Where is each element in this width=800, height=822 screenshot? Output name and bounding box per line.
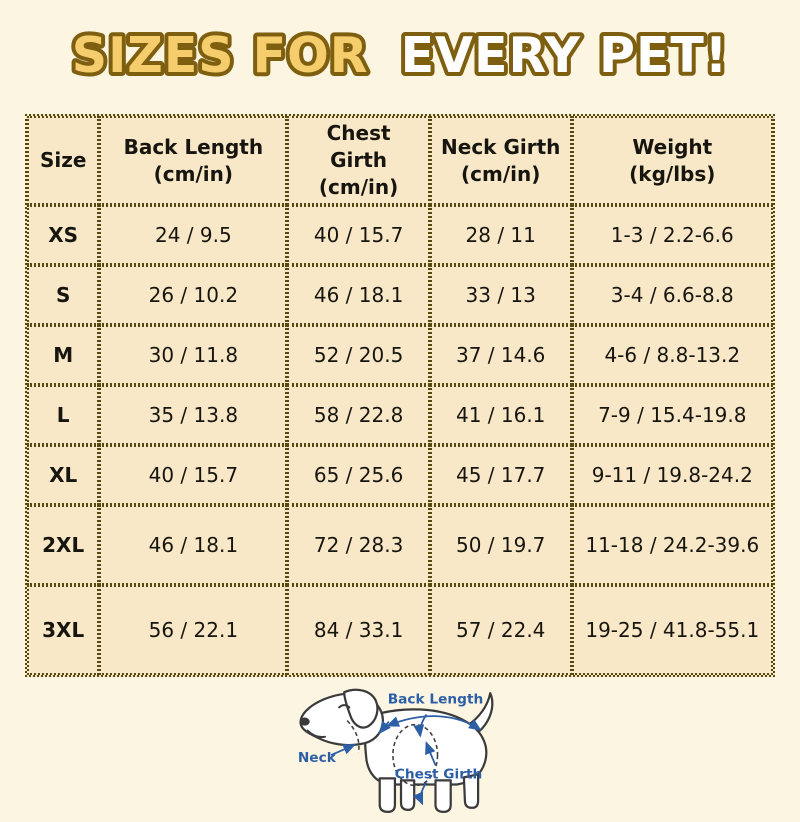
col-header-label: Back Length (123, 134, 264, 159)
chest-top-arrow (413, 714, 428, 738)
cell-size: M (27, 325, 100, 385)
size-chart-table: Size Back Length (cm/in) Chest Girth (cm… (25, 114, 775, 677)
cell-back-length: 26 / 10.2 (99, 265, 288, 325)
col-header-label: Neck Girth (441, 134, 561, 159)
header-row: Size Back Length (cm/in) Chest Girth (cm… (27, 116, 773, 205)
cell-neck-girth: 33 / 13 (429, 265, 572, 325)
cell-neck-girth: 28 / 11 (429, 205, 572, 265)
cell-size: XL (27, 445, 100, 505)
neck-label-arrow (330, 744, 357, 756)
cell-back-length: 56 / 22.1 (99, 585, 288, 675)
page-title: SIZES FOR EVERY PET! (68, 23, 731, 88)
back-length-arrow (386, 715, 482, 731)
cell-chest-girth: 46 / 18.1 (287, 265, 430, 325)
cell-size: XS (27, 205, 100, 265)
col-header-label: Chest Girth (326, 121, 391, 172)
col-header-neck-girth: Neck Girth (cm/in) (429, 116, 572, 205)
col-header-unit: (cm/in) (318, 175, 399, 199)
dog-nose (299, 717, 310, 726)
cell-weight: 19-25 / 41.8-55.1 (571, 585, 773, 675)
page-title-text: SIZES FOR EVERY PET! (72, 27, 728, 84)
col-header-back-length: Back Length (cm/in) (99, 116, 288, 205)
dog-hind-leg-near (434, 779, 452, 813)
neck-base-arrow (378, 720, 391, 735)
cell-chest-girth: 52 / 20.5 (287, 325, 430, 385)
cell-neck-girth: 50 / 19.7 (429, 505, 572, 585)
col-header-size: Size (27, 116, 100, 205)
cell-size: L (27, 385, 100, 445)
dog-front-leg-near (378, 777, 397, 813)
cell-weight: 4-6 / 8.8-13.2 (571, 325, 773, 385)
size-row-l: L 35 / 13.8 58 / 22.8 41 / 16.1 7-9 / 15… (27, 385, 773, 445)
cell-back-length: 35 / 13.8 (99, 385, 288, 445)
size-row-3xl: 3XL 56 / 22.1 84 / 33.1 57 / 22.4 19-25 … (27, 585, 773, 675)
cell-neck-girth: 57 / 22.4 (429, 585, 572, 675)
chest-up-arrow (425, 741, 437, 766)
cell-size: S (27, 265, 100, 325)
cell-weight: 11-18 / 24.2-39.6 (571, 505, 773, 585)
cell-weight: 7-9 / 15.4-19.8 (571, 385, 773, 445)
size-row-m: M 30 / 11.8 52 / 20.5 37 / 14.6 4-6 / 8.… (27, 325, 773, 385)
back-length-label: Back Length (388, 691, 484, 707)
cell-back-length: 46 / 18.1 (99, 505, 288, 585)
cell-weight: 9-11 / 19.8-24.2 (571, 445, 773, 505)
col-header-weight: Weight (kg/lbs) (571, 116, 773, 205)
col-header-unit: (cm/in) (461, 161, 541, 186)
dog-mouth (306, 729, 326, 739)
cell-chest-girth: 58 / 22.8 (287, 385, 430, 445)
size-row-2xl: 2XL 46 / 18.1 72 / 28.3 50 / 19.7 11-18 … (27, 505, 773, 585)
chest-bottom-arrow (412, 781, 428, 806)
title-part-white: EVERY PET! (401, 27, 729, 84)
cell-chest-girth: 40 / 15.7 (287, 205, 430, 265)
dog-measurement-diagram: Back Length Neck Chest Girth (298, 688, 494, 813)
dog-ear (343, 688, 379, 729)
cell-chest-girth: 72 / 28.3 (287, 505, 430, 585)
col-header-unit: (kg/lbs) (629, 161, 716, 186)
neck-label: Neck (298, 750, 337, 766)
chest-girth-label: Chest Girth (395, 766, 483, 782)
cell-weight: 1-3 / 2.2-6.6 (571, 205, 773, 265)
cell-back-length: 24 / 9.5 (99, 205, 288, 265)
col-header-chest-girth: Chest Girth (cm/in) (287, 116, 430, 205)
cell-neck-girth: 41 / 16.1 (429, 385, 572, 445)
cell-neck-girth: 37 / 14.6 (429, 325, 572, 385)
cell-size: 2XL (27, 505, 100, 585)
title-part-gold: SIZES FOR (72, 27, 369, 84)
col-header-unit: (cm/in) (153, 161, 234, 186)
col-header-label: Weight (632, 134, 713, 159)
size-row-xs: XS 24 / 9.5 40 / 15.7 28 / 11 1-3 / 2.2-… (27, 205, 773, 265)
cell-chest-girth: 65 / 25.6 (287, 445, 430, 505)
cell-size: 3XL (27, 585, 100, 675)
cell-neck-girth: 45 / 17.7 (429, 445, 572, 505)
cell-back-length: 30 / 11.8 (99, 325, 288, 385)
dog-eye (338, 704, 351, 709)
cell-back-length: 40 / 15.7 (99, 445, 288, 505)
neck-measure-line (346, 720, 360, 754)
cell-chest-girth: 84 / 33.1 (287, 585, 430, 675)
cell-weight: 3-4 / 6.6-8.8 (571, 265, 773, 325)
size-row-s: S 26 / 10.2 46 / 18.1 33 / 13 3-4 / 6.6-… (27, 265, 773, 325)
size-guide-infographic: SIZES FOR EVERY PET! Size Back Length (c… (0, 8, 800, 822)
col-header-label: Size (39, 148, 87, 172)
size-row-xl: XL 40 / 15.7 65 / 25.6 45 / 17.7 9-11 / … (27, 445, 773, 505)
